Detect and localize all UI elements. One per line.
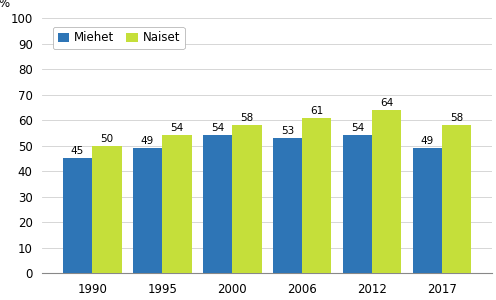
Bar bbox=[92, 146, 122, 273]
Bar bbox=[232, 125, 261, 273]
Text: 64: 64 bbox=[380, 98, 393, 108]
Text: 49: 49 bbox=[421, 136, 434, 146]
Bar bbox=[302, 118, 331, 273]
Bar bbox=[442, 125, 471, 273]
Bar bbox=[273, 138, 302, 273]
Text: 50: 50 bbox=[100, 134, 114, 144]
Bar bbox=[162, 135, 191, 273]
Text: 54: 54 bbox=[351, 123, 364, 134]
Bar bbox=[133, 148, 162, 273]
Bar bbox=[372, 110, 401, 273]
Bar bbox=[343, 135, 372, 273]
Text: 58: 58 bbox=[450, 113, 463, 123]
Text: 61: 61 bbox=[310, 106, 323, 116]
Legend: Miehet, Naiset: Miehet, Naiset bbox=[53, 26, 185, 49]
Bar bbox=[413, 148, 442, 273]
Text: 54: 54 bbox=[170, 123, 184, 134]
Text: 53: 53 bbox=[281, 126, 294, 136]
Text: 58: 58 bbox=[240, 113, 253, 123]
Y-axis label: %: % bbox=[0, 0, 10, 11]
Bar bbox=[203, 135, 232, 273]
Text: 54: 54 bbox=[211, 123, 224, 134]
Text: 49: 49 bbox=[141, 136, 154, 146]
Bar bbox=[63, 158, 92, 273]
Text: 45: 45 bbox=[71, 146, 84, 156]
